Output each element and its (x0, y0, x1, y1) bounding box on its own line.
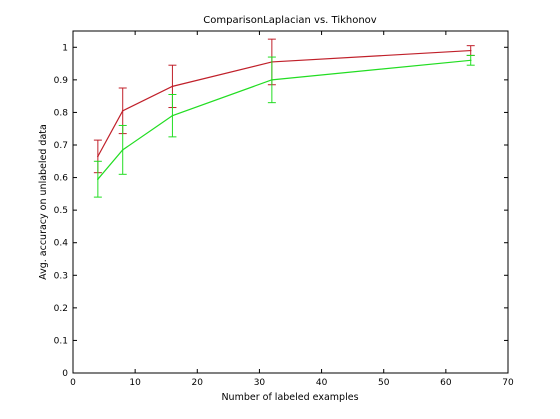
data-point (469, 59, 472, 62)
x-tick-label: 10 (129, 378, 141, 388)
x-tick-label: 50 (378, 378, 390, 388)
data-point (469, 49, 472, 52)
y-tick-label: 0.3 (54, 271, 68, 281)
series-2 (93, 54, 475, 198)
error-bar (118, 124, 127, 175)
x-tick-label: 60 (440, 378, 452, 388)
x-tick-label: 40 (316, 378, 328, 388)
data-point (97, 178, 99, 180)
plot-area (72, 30, 509, 374)
data-point (97, 155, 99, 158)
x-tick-label: 70 (502, 378, 514, 388)
y-tick-label: 0.8 (54, 108, 69, 118)
error-bar (93, 160, 102, 198)
data-point (271, 79, 273, 81)
data-point (121, 149, 124, 151)
series-layer (93, 38, 475, 198)
y-tick-label: 0.4 (54, 239, 69, 249)
axis-ticks: 0 10 20 30 40 50 60 70 0 0.1 0.2 0.3 0.4 0.5 0.6 0.7 0.8… (54, 31, 514, 388)
data-point (171, 85, 174, 88)
y-tick-label: 0.6 (54, 174, 69, 184)
y-tick-label: 0.2 (54, 304, 68, 314)
y-tick-label: 0.5 (54, 206, 68, 216)
error-bar (168, 94, 177, 138)
y-tick-label: 0 (62, 369, 68, 379)
y-tick-label: 1 (62, 43, 68, 53)
y-tick-label: 0.9 (54, 76, 69, 86)
y-tick-label: 0.7 (54, 141, 68, 151)
error-bar (267, 56, 276, 104)
data-point (171, 114, 174, 117)
x-tick-label: 0 (70, 378, 76, 388)
chart-title: ComparisonLaplacian vs. Tikhonov (203, 15, 377, 26)
data-point (121, 110, 124, 112)
y-axis-title: Avg. accuracy on unlabeled data (38, 124, 49, 280)
y-tick-label: 0.1 (54, 336, 68, 346)
x-axis-title: Number of labeled examples (221, 392, 358, 403)
x-tick-label: 30 (254, 378, 266, 388)
x-tick-label: 20 (192, 378, 204, 388)
error-bar (466, 54, 475, 66)
